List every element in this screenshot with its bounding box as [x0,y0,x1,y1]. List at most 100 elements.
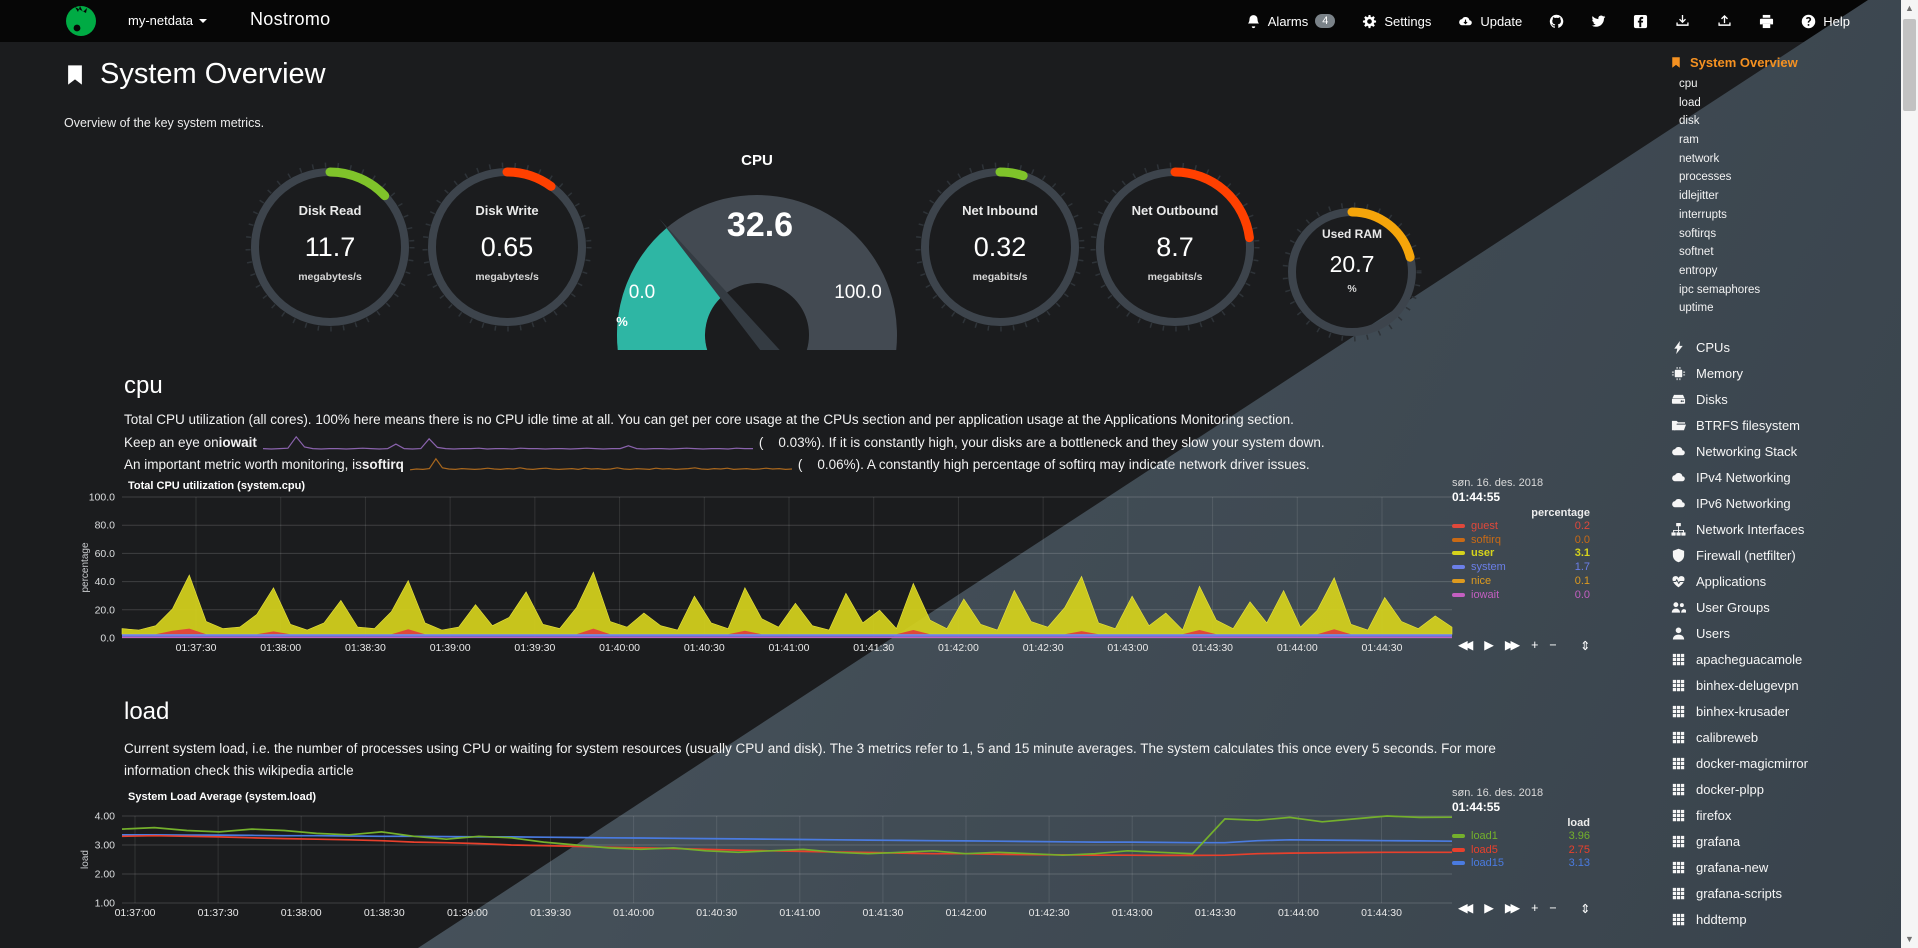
sidebar-item-label: IPv4 Networking [1696,470,1791,486]
browser-scrollbar[interactable]: ▲ ▼ [1901,0,1918,948]
sidebar-item-firefox[interactable]: firefox [1670,803,1900,829]
chart-toolbar-pan-forward[interactable]: ▶▶ [1504,901,1520,915]
twitter-button[interactable] [1591,14,1606,29]
github-button[interactable] [1549,14,1564,29]
sidebar-subitem-idlejitter[interactable]: idlejitter [1679,190,1719,203]
gauge-disk-write[interactable]: Disk Write 0.65 megabytes/s [422,162,592,332]
sidebar-item-docker-magicmirror[interactable]: docker-magicmirror [1670,751,1900,777]
facebook-button[interactable] [1633,14,1648,29]
legend-date: søn. 16. des. 2018 [1452,787,1544,799]
th-icon [1670,756,1686,772]
bookmark-icon [68,64,82,85]
download-icon [1675,14,1690,29]
sidebar-subitem-uptime[interactable]: uptime [1679,302,1714,315]
chart-toolbar-resize[interactable]: ⇕ [1580,902,1591,916]
gauge-net-outbound[interactable]: Net Outbound 8.7 megabits/s [1090,162,1260,332]
sidebar-item-grafana[interactable]: grafana [1670,829,1900,855]
sidebar-subitem-processes[interactable]: processes [1679,171,1732,184]
chart-toolbar-zoom-in[interactable]: + [1531,901,1539,915]
settings-button[interactable]: Settings [1362,14,1431,29]
sidebar-item-cpus[interactable]: CPUs [1670,335,1900,361]
chart-toolbar-pan-forward[interactable]: ▶▶ [1504,638,1520,652]
legend-entry-load5[interactable]: load5 2.75 [1452,843,1590,857]
legend-entry-iowait[interactable]: iowait 0.0 [1452,588,1590,602]
help-button[interactable]: Help [1801,14,1850,29]
gauge-used-ram[interactable]: Used RAM 20.7% [1282,202,1422,342]
sidebar-item-ipv6-networking[interactable]: IPv6 Networking [1670,491,1900,517]
sidebar-item-label: binhex-delugevpn [1696,678,1799,694]
svg-text:01:39:30: 01:39:30 [514,642,555,654]
chart-toolbar-pan-backward[interactable]: ◀◀ [1458,901,1473,915]
sidebar-subitem-ram[interactable]: ram [1679,134,1699,147]
navbar-actions: Alarms 4 Settings Update [1246,0,1850,42]
chart-toolbar-zoom-out[interactable]: − [1549,901,1557,915]
github-icon [1549,14,1564,29]
chart-toolbar-play[interactable]: ▶ [1484,901,1494,915]
svg-text:01:44:30: 01:44:30 [1362,642,1403,654]
page-title: System Overview [64,58,326,91]
sidebar-item-user-groups[interactable]: User Groups [1670,595,1900,621]
sidebar-subitem-cpu[interactable]: cpu [1679,78,1698,90]
legend-entry-user[interactable]: user 3.1 [1452,547,1590,561]
sidebar-item-disks[interactable]: Disks [1670,387,1900,413]
sidebar-subitem-entropy[interactable]: entropy [1679,264,1718,277]
gauge-net-inbound[interactable]: Net Inbound 0.32 megabits/s [915,162,1085,332]
import-snapshot-button[interactable] [1675,14,1690,29]
chart-toolbar-zoom-out[interactable]: − [1549,638,1557,652]
legend-entry-softirq[interactable]: softirq 0.0 [1452,533,1590,547]
sidebar-item-apacheguacamole[interactable]: apacheguacamole [1670,647,1900,673]
sidebar-item-firewall-netfilter-[interactable]: Firewall (netfilter) [1670,543,1900,569]
sidebar-item-memory[interactable]: Memory [1670,361,1900,387]
chart-toolbar-play[interactable]: ▶ [1484,638,1494,652]
sidebar-item-btrfs-filesystem[interactable]: BTRFS filesystem [1670,413,1900,439]
scrollbar-up-arrow[interactable]: ▲ [1905,3,1914,13]
sidebar-item-binhex-delugevpn[interactable]: binhex-delugevpn [1670,673,1900,699]
legend-entry-nice[interactable]: nice 0.1 [1452,574,1590,588]
legend-entry-load15[interactable]: load15 3.13 [1452,857,1590,871]
sidebar-item-network-interfaces[interactable]: Network Interfaces [1670,517,1900,543]
sidebar-item-grafana-new[interactable]: grafana-new [1670,855,1900,881]
bookmark-icon [1672,56,1680,68]
svg-text:01:39:30: 01:39:30 [530,907,571,919]
update-button[interactable]: Update [1458,14,1522,29]
legend-entry-system[interactable]: system 1.7 [1452,560,1590,574]
cpu-chart-canvas[interactable]: 100.0 80.0 60.0 40.0 20.0 0.0 01:37:30 01:38:00… [70,468,1490,668]
chart-toolbar-pan-backward[interactable]: ◀◀ [1458,638,1473,652]
sidebar-item-binhex-krusader[interactable]: binhex-krusader [1670,699,1900,725]
sidebar-subitem-ipc-semaphores[interactable]: ipc semaphores [1679,283,1761,296]
legend-units: load [1567,817,1590,829]
sidebar-subitem-softirqs[interactable]: softirqs [1679,227,1717,240]
scrollbar-thumb[interactable] [1903,19,1916,111]
hostname-dropdown[interactable]: my-netdata [128,13,208,28]
sidebar-subitem-softnet[interactable]: softnet [1679,246,1714,259]
th-icon [1670,652,1686,668]
scrollbar-down-arrow[interactable]: ▼ [1905,934,1914,944]
sidebar-item-networking-stack[interactable]: Networking Stack [1670,439,1900,465]
chart-toolbar-zoom-in[interactable]: + [1531,638,1539,652]
legend-entry-load1[interactable]: load1 3.96 [1452,829,1590,843]
sidebar-item-ipv4-networking[interactable]: IPv4 Networking [1670,465,1900,491]
svg-text:01:44:30: 01:44:30 [1361,907,1402,919]
sidebar-subitem-disk[interactable]: disk [1679,115,1700,128]
sidebar-subitem-load[interactable]: load [1679,96,1701,109]
gauge-cpu[interactable]: CPU 32.6 0.0 100.0% [597,140,917,395]
sidebar-item-system-overview[interactable]: System Overview [1660,50,1900,74]
gauge-disk-read[interactable]: Disk Read 11.7 megabytes/s [245,162,415,332]
sidebar-item-applications[interactable]: Applications [1670,569,1900,595]
svg-text:01:37:30: 01:37:30 [198,907,239,919]
export-snapshot-button[interactable] [1717,14,1732,29]
sidebar-item-grafana-scripts[interactable]: grafana-scripts [1670,881,1900,907]
sidebar-subitem-network[interactable]: network [1679,152,1720,165]
netdata-logo-icon[interactable] [64,4,98,38]
sidebar-item-calibreweb[interactable]: calibreweb [1670,725,1900,751]
chart-toolbar-resize[interactable]: ⇕ [1580,639,1591,653]
sidebar-item-docker-plpp[interactable]: docker-plpp [1670,777,1900,803]
sidebar-subitem-interrupts[interactable]: interrupts [1679,208,1727,221]
sidebar-item-users[interactable]: Users [1670,621,1900,647]
sidebar-item-hddtemp[interactable]: hddtemp [1670,907,1900,933]
legend-entry-guest[interactable]: guest 0.2 [1452,519,1590,533]
alarms-button[interactable]: Alarms 4 [1246,14,1336,29]
print-button[interactable] [1759,14,1774,29]
